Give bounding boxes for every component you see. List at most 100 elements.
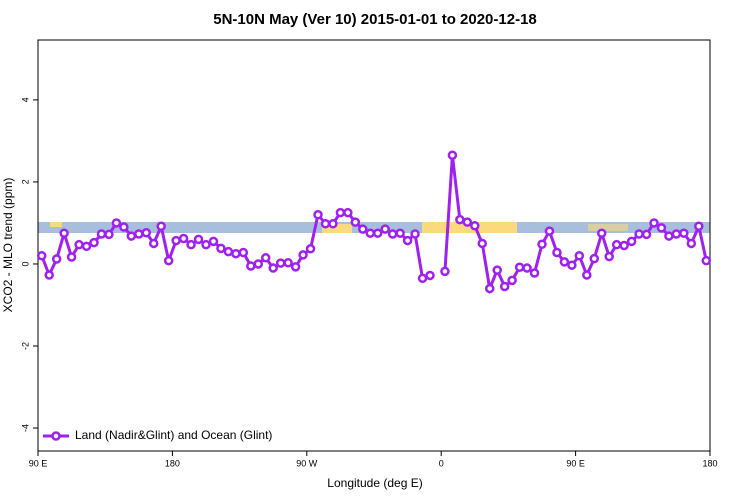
data-point [305, 244, 316, 254]
data-point [134, 229, 144, 239]
data-point [671, 229, 682, 239]
data-point [544, 226, 555, 236]
data-point [686, 238, 697, 249]
y-tick-label: 2 [20, 179, 30, 184]
y-axis-label: XCO2 - MLO trend (ppm) [1, 178, 15, 313]
data-point [462, 217, 473, 227]
data-point [51, 254, 62, 264]
data-point [119, 222, 129, 232]
ocean-band [38, 222, 710, 233]
plot-frame [37, 39, 711, 452]
data-point [298, 250, 308, 260]
data-point [619, 240, 629, 251]
data-point [470, 221, 480, 231]
y-tick-label: -4 [20, 424, 30, 432]
data-point [223, 246, 234, 257]
land-band [588, 224, 628, 231]
data-point [484, 283, 495, 294]
map-band [38, 222, 710, 233]
data-point [492, 265, 502, 275]
data-point [387, 229, 398, 239]
data-point [66, 252, 77, 262]
data-point [350, 217, 361, 227]
x-tick-label: 180 [702, 458, 717, 468]
data-point [402, 235, 413, 246]
data-point [59, 228, 69, 238]
data-point [126, 231, 137, 241]
data-point [44, 270, 54, 280]
data-point [238, 247, 249, 258]
x-tick-label: 90 E [29, 458, 48, 468]
y-tick-label: 0 [20, 261, 30, 266]
data-point [216, 243, 226, 254]
data-point [694, 221, 704, 231]
data-point [171, 235, 181, 246]
data-point [290, 262, 301, 272]
data-point [552, 247, 562, 258]
data-point [417, 273, 428, 284]
y-tick-label: 4 [20, 97, 30, 102]
data-point [447, 150, 458, 161]
data-point [253, 259, 264, 269]
data-point [231, 248, 241, 259]
land-band [50, 222, 62, 227]
data-point [455, 214, 465, 225]
data-point [514, 262, 525, 272]
data-point [529, 268, 540, 278]
data-point [664, 231, 674, 241]
data-point [574, 251, 585, 261]
data-point [275, 258, 286, 268]
series-line [443, 155, 708, 295]
data-point [246, 261, 256, 271]
data-point [425, 270, 435, 281]
data-point [268, 263, 278, 273]
data-point [410, 229, 420, 239]
data-point [156, 221, 166, 231]
data-point [335, 207, 346, 218]
x-tick-label: 90 W [296, 458, 318, 468]
data-point [604, 251, 614, 262]
data-point [74, 239, 84, 250]
data-point [148, 238, 159, 249]
data-point [611, 239, 622, 250]
data-point [596, 228, 607, 238]
data-point [582, 270, 592, 280]
legend-marker [51, 431, 61, 441]
data-point [163, 255, 174, 266]
data-point [395, 228, 405, 238]
data-point [649, 218, 659, 228]
data-point [201, 239, 211, 250]
data-point [440, 266, 450, 277]
x-axis-label: Longitude (deg E) [327, 476, 422, 490]
data-point [656, 223, 667, 233]
data-point [208, 236, 219, 247]
data-point [89, 237, 99, 248]
y-tick-label: -2 [20, 342, 30, 350]
data-point [111, 218, 122, 228]
data-point [313, 209, 323, 220]
data-point [372, 228, 383, 238]
data-point [36, 251, 47, 261]
x-tick-label: 0 [439, 458, 444, 468]
data-point [343, 207, 353, 218]
x-tick-label: 90 E [566, 458, 585, 468]
data-point [380, 224, 390, 234]
data-point [522, 263, 532, 273]
data-point [260, 253, 271, 263]
data-point [626, 236, 637, 247]
data-point [193, 234, 204, 245]
data-point [365, 228, 376, 238]
data-point [328, 219, 338, 229]
data-point [641, 229, 652, 240]
data-point [141, 228, 152, 238]
data-point [178, 233, 189, 244]
data-point [320, 219, 331, 229]
data-point [477, 238, 488, 249]
data-point [358, 224, 368, 234]
data-point [499, 281, 510, 292]
data-point [283, 257, 293, 268]
land-band [422, 222, 517, 233]
data-point [559, 257, 570, 267]
data-point [186, 239, 196, 250]
